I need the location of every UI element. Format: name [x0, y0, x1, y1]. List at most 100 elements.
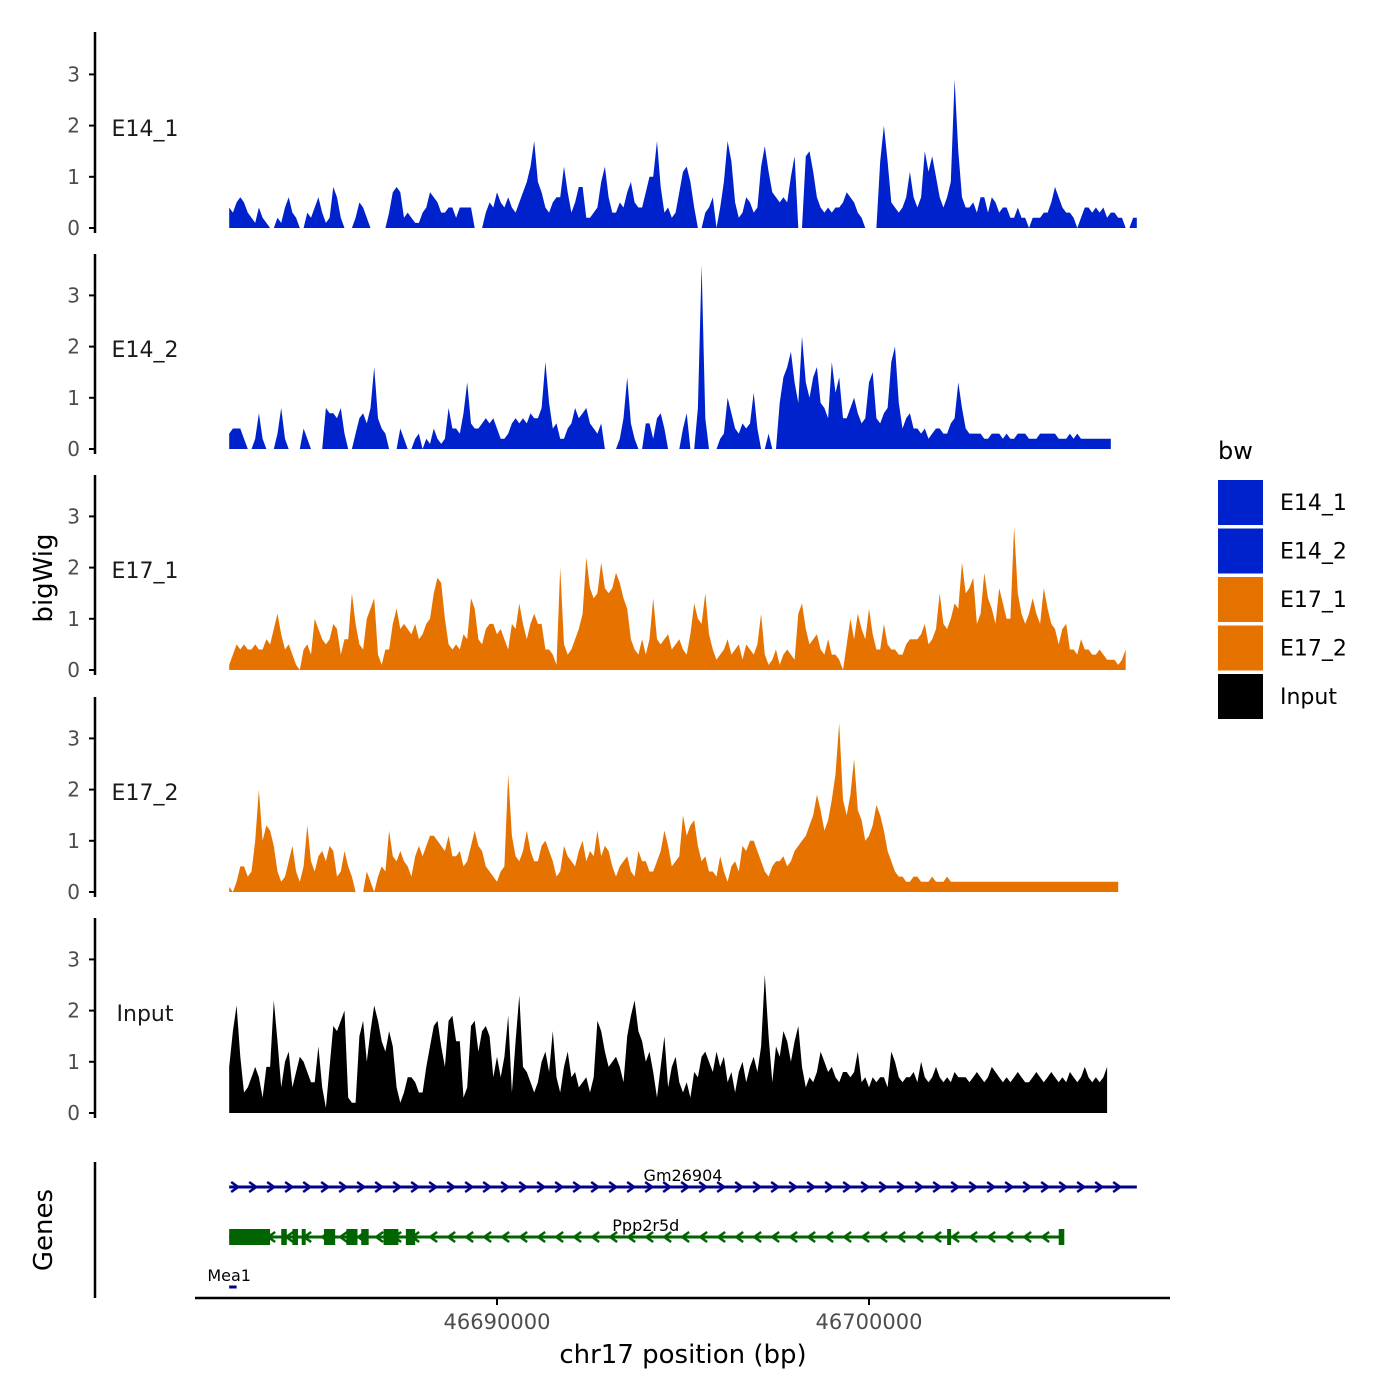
- strand-arrow: [734, 1230, 744, 1244]
- strand-arrow: [464, 1230, 474, 1244]
- y-tick-label: 0: [67, 658, 80, 682]
- signal-area-input: [229, 974, 1108, 1113]
- strand-arrow: [266, 1180, 277, 1194]
- strand-arrow: [554, 1180, 565, 1194]
- strand-arrow: [914, 1230, 924, 1244]
- exon: [361, 1229, 369, 1245]
- strand-arrow: [500, 1230, 510, 1244]
- y-tick-label: 1: [67, 1050, 80, 1074]
- track-panel-e17-2: 0 1 2 3 E17_2: [67, 697, 1119, 904]
- strand-arrow: [338, 1180, 349, 1194]
- legend-label: E14_2: [1280, 540, 1347, 565]
- strand-arrow: [824, 1180, 835, 1194]
- legend-label: E17_1: [1280, 588, 1347, 613]
- strand-arrow: [896, 1230, 906, 1244]
- y-tick-label: 1: [67, 607, 80, 631]
- signal-area-e17-1: [229, 526, 1126, 670]
- track-label: E14_2: [112, 338, 179, 363]
- y-tick-label: 2: [67, 335, 80, 359]
- strand-arrow: [950, 1230, 960, 1244]
- legend-key-e17-1: [1218, 577, 1263, 622]
- strand-arrow: [626, 1230, 636, 1244]
- strand-arrow: [428, 1180, 439, 1194]
- strand-arrow: [608, 1180, 619, 1194]
- strand-arrow: [644, 1180, 655, 1194]
- strand-arrow: [554, 1230, 564, 1244]
- strand-arrow: [680, 1180, 691, 1194]
- strand-arrow: [374, 1230, 384, 1244]
- strand-arrow: [392, 1180, 403, 1194]
- signal-area-e14-1: [229, 79, 1137, 228]
- track-label: Input: [117, 1002, 174, 1027]
- strand-arrow: [842, 1230, 852, 1244]
- y-tick-label: 3: [67, 283, 80, 307]
- exon: [383, 1229, 399, 1245]
- strand-arrow: [716, 1230, 726, 1244]
- strand-arrow: [662, 1230, 672, 1244]
- legend-label: E14_1: [1280, 491, 1347, 516]
- strand-arrow: [374, 1180, 385, 1194]
- strand-arrow: [446, 1180, 457, 1194]
- y-tick-label: 3: [67, 947, 80, 971]
- strand-arrow: [824, 1230, 834, 1244]
- y-tick-label: 0: [67, 880, 80, 904]
- strand-arrow: [446, 1230, 456, 1244]
- strand-arrow: [680, 1230, 690, 1244]
- strand-arrow: [770, 1180, 781, 1194]
- strand-arrow: [572, 1180, 583, 1194]
- strand-arrow: [518, 1230, 528, 1244]
- strand-arrow: [608, 1230, 618, 1244]
- exon: [947, 1229, 952, 1245]
- strand-arrow: [698, 1230, 708, 1244]
- strand-arrow: [536, 1180, 547, 1194]
- strand-arrow: [896, 1180, 907, 1194]
- strand-arrow: [950, 1180, 961, 1194]
- strand-arrow: [428, 1230, 438, 1244]
- y-tick-label: 2: [67, 999, 80, 1023]
- x-tick-label: 46690000: [444, 1310, 551, 1334]
- strand-arrow: [356, 1180, 367, 1194]
- strand-arrow: [536, 1230, 546, 1244]
- strand-arrow: [626, 1180, 637, 1194]
- strand-arrow: [230, 1180, 241, 1194]
- gene-label: Gm26904: [644, 1166, 723, 1185]
- signal-area-e17-2: [229, 723, 1119, 892]
- strand-arrow: [1004, 1230, 1014, 1244]
- strand-arrow: [752, 1230, 762, 1244]
- strand-arrow: [1040, 1230, 1050, 1244]
- track-panel-e17-1: 0 1 2 3 E17_1: [67, 475, 1126, 682]
- y-tick-label: 1: [67, 829, 80, 853]
- genes-layer: Gm26904 Ppp2r5d Mea1: [93, 1162, 1137, 1298]
- strand-arrow: [1058, 1180, 1069, 1194]
- exon: [324, 1229, 336, 1245]
- y-tick-label: 0: [67, 437, 80, 461]
- strand-arrow: [284, 1180, 295, 1194]
- legend: bw E14_1 E14_2 E17_1 E17_2 Input: [1218, 437, 1347, 719]
- track-panel-e14-1: 0 1 2 3 E14_1: [67, 32, 1137, 240]
- strand-arrow: [500, 1180, 511, 1194]
- strand-arrow: [806, 1180, 817, 1194]
- strand-arrow: [320, 1180, 331, 1194]
- strand-arrow: [1076, 1180, 1087, 1194]
- strand-arrow: [842, 1180, 853, 1194]
- strand-arrow: [1040, 1180, 1051, 1194]
- strand-arrow: [482, 1230, 492, 1244]
- track-panel-input: 0 1 2 3 Input: [67, 918, 1108, 1125]
- legend-label: Input: [1280, 685, 1337, 710]
- tracks-layer: 0 1 2 3 E14_1 0 1 2 3 E14_2 0 1 2 3 E17_1 0 1 2 3 E17_2 0 1 2 3…: [67, 32, 1137, 1125]
- strand-arrow: [590, 1230, 600, 1244]
- strand-arrow: [482, 1180, 493, 1194]
- strand-arrow: [410, 1180, 421, 1194]
- legend-title: bw: [1218, 437, 1253, 465]
- y-tick-label: 2: [67, 114, 80, 138]
- track-label: E17_2: [112, 781, 179, 806]
- strand-arrow: [248, 1180, 259, 1194]
- strand-arrow: [878, 1180, 889, 1194]
- gene-ppp2r5d: Ppp2r5d: [229, 1216, 1065, 1245]
- strand-arrow: [1094, 1180, 1105, 1194]
- y-tick-label: 3: [67, 726, 80, 750]
- strand-arrow: [806, 1230, 816, 1244]
- strand-arrow: [770, 1230, 780, 1244]
- strand-arrow: [788, 1230, 798, 1244]
